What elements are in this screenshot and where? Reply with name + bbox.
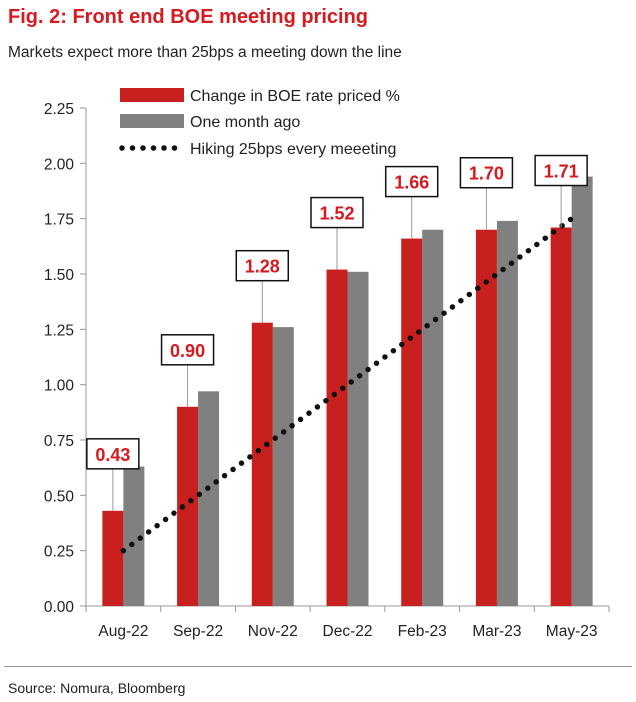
x-tick-label: Aug-22 — [98, 623, 148, 640]
bar-change-in-boe-rate — [102, 510, 124, 606]
y-tick-label: 0.50 — [44, 488, 75, 505]
data-label-box — [235, 249, 290, 282]
data-label-value: 0.90 — [170, 341, 205, 361]
bar-one-month-ago — [571, 176, 593, 606]
legend: Change in BOE rate priced % One month ago… — [119, 88, 400, 158]
bar-one-month-ago — [198, 391, 220, 606]
y-tick-label: 1.00 — [44, 378, 75, 395]
x-tick-label: May-23 — [546, 623, 598, 640]
y-axis: 0.00 0.25 0.50 0.75 1.00 1.25 1.50 1.75 2.00 2.25 — [44, 101, 87, 616]
data-label-value: 1.52 — [319, 204, 354, 224]
y-tick-label: 2.00 — [44, 156, 75, 173]
data-labels: 0.43 0.90 1.28 1.52 1.66 1.70 1.71 — [86, 154, 588, 511]
bar-change-in-boe-rate — [177, 406, 199, 606]
figure-subtitle: Markets expect more than 25bps a meeting… — [8, 44, 402, 61]
x-tick-label: Sep-22 — [173, 623, 223, 640]
bar-change-in-boe-rate — [550, 227, 572, 606]
legend-label-hiking-25bps: Hiking 25bps every meeeting — [190, 141, 396, 158]
x-tick-label: Nov-22 — [248, 623, 298, 640]
y-tick-label: 0.25 — [44, 544, 74, 561]
bar-change-in-boe-rate — [251, 322, 273, 606]
y-tick-label: 2.25 — [44, 101, 74, 118]
data-label-box — [384, 165, 439, 198]
legend-label-one-month-ago: One month ago — [190, 114, 300, 131]
bar-one-month-ago — [272, 327, 294, 606]
data-label-box — [459, 156, 514, 189]
figure-title: Fig. 2: Front end BOE meeting pricing — [8, 6, 369, 28]
y-tick-label: 0.75 — [44, 433, 74, 450]
data-label-box — [86, 438, 140, 470]
data-label-value: 1.71 — [544, 162, 579, 182]
chart: 0.00 0.25 0.50 0.75 1.00 1.25 1.50 1.75 2.00 2.25… — [44, 88, 610, 640]
data-label-value: 1.28 — [245, 257, 280, 277]
legend-swatch-change-in-boe-rate — [120, 88, 184, 102]
bar-change-in-boe-rate — [475, 229, 497, 606]
data-label-value: 0.43 — [95, 445, 130, 465]
data-label-box — [160, 334, 215, 366]
bars — [102, 176, 593, 606]
y-tick-label: 1.25 — [44, 322, 74, 339]
x-axis: Aug-22 Sep-22 Nov-22 Dec-22 Feb-23 Mar-23 May-… — [85, 605, 610, 640]
data-label-box — [534, 154, 588, 187]
x-tick-label: Mar-23 — [472, 623, 521, 640]
legend-swatch-one-month-ago — [120, 114, 184, 128]
data-label-box — [310, 196, 364, 229]
y-tick-label: 0.00 — [44, 599, 75, 616]
bar-one-month-ago — [347, 271, 369, 606]
hiking-25bps-line — [120, 215, 575, 554]
bar-one-month-ago — [496, 220, 518, 606]
bar-change-in-boe-rate — [401, 238, 423, 606]
legend-label-change-in-boe-rate: Change in BOE rate priced % — [190, 88, 400, 105]
data-label-value: 1.66 — [394, 173, 429, 193]
bar-one-month-ago — [422, 229, 444, 606]
hiking-path — [120, 215, 575, 554]
footer-divider — [4, 666, 632, 667]
y-tick-label: 1.75 — [44, 212, 74, 229]
bar-one-month-ago — [123, 466, 145, 606]
x-tick-label: Feb-23 — [398, 623, 447, 640]
bar-change-in-boe-rate — [326, 269, 348, 606]
x-tick-label: Dec-22 — [323, 623, 373, 640]
y-tick-label: 1.50 — [44, 267, 75, 284]
data-label-value: 1.70 — [469, 164, 504, 184]
source-note: Source: Nomura, Bloomberg — [8, 680, 186, 696]
